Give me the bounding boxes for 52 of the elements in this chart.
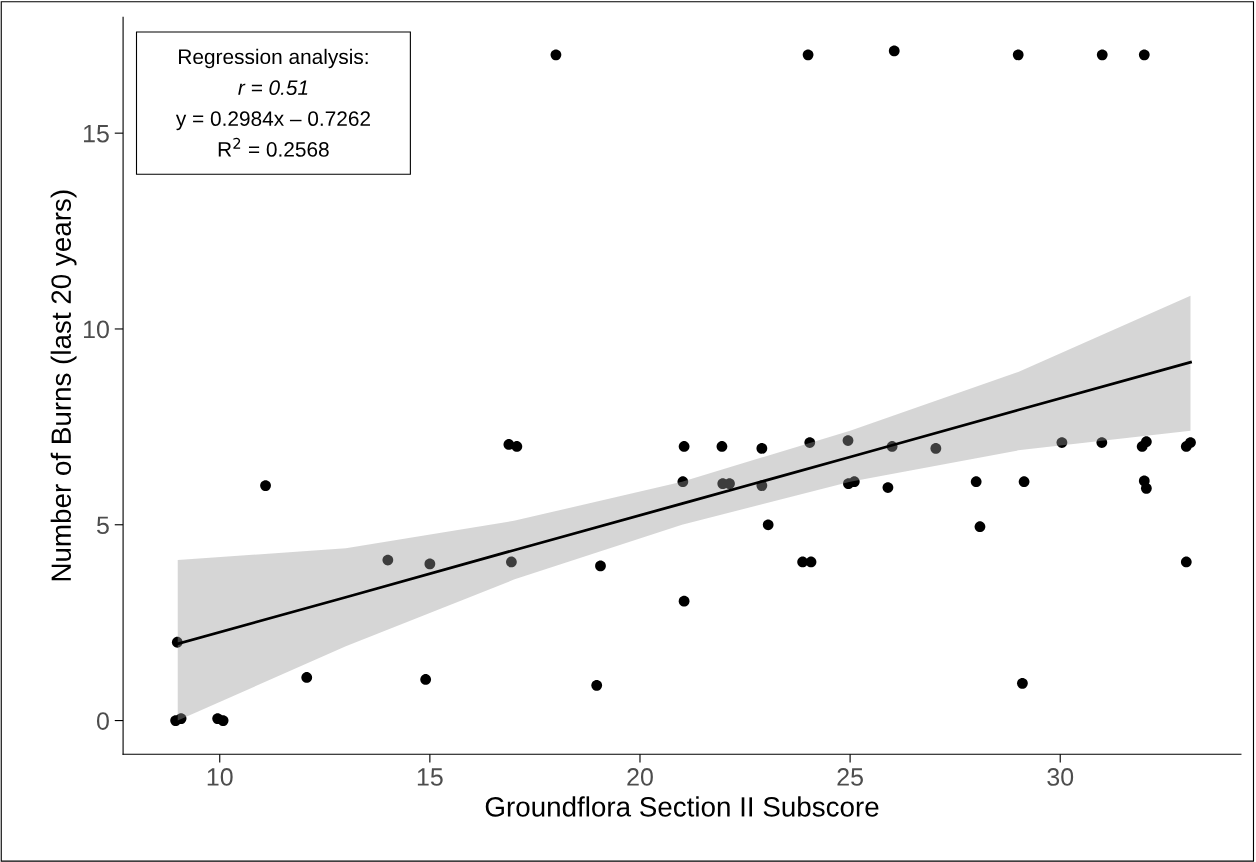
x-tick-label: 15 xyxy=(417,768,443,786)
point xyxy=(1096,437,1108,448)
point xyxy=(506,556,517,568)
point xyxy=(804,437,816,448)
y-tick-label: 5 xyxy=(96,516,109,535)
point xyxy=(805,556,817,568)
point xyxy=(678,441,690,452)
y-tick-label: 10 xyxy=(84,320,109,339)
point xyxy=(1056,437,1068,448)
point xyxy=(1138,49,1150,61)
point xyxy=(175,713,187,724)
point xyxy=(882,482,894,493)
annotation: r = 0.51 xyxy=(238,80,308,96)
point xyxy=(424,558,436,570)
point xyxy=(762,519,774,531)
point xyxy=(974,521,986,533)
x-axis-title: Groundflora Section II Subscore xyxy=(485,796,879,817)
point xyxy=(595,560,606,572)
point xyxy=(716,441,728,452)
point xyxy=(550,49,562,61)
point xyxy=(301,672,313,683)
annotation: y = 0.2984x – 0.7262 xyxy=(175,111,370,131)
point xyxy=(1140,482,1152,494)
point xyxy=(677,476,689,488)
x-tick-label: 10 xyxy=(207,768,233,786)
point xyxy=(1140,436,1152,448)
annotation: Regression analysis: xyxy=(179,48,368,69)
x-tick-label: 20 xyxy=(627,768,653,786)
x-tick-label: 30 xyxy=(1047,768,1074,786)
point xyxy=(970,476,982,488)
point xyxy=(930,443,942,454)
point xyxy=(1012,49,1024,61)
point xyxy=(420,674,432,685)
x-tick-label: 25 xyxy=(837,768,863,786)
point xyxy=(1096,49,1108,61)
point xyxy=(842,435,854,446)
point xyxy=(1180,556,1192,568)
point xyxy=(511,441,523,452)
point xyxy=(1017,677,1028,689)
point xyxy=(802,49,814,61)
y-tick-label: 15 xyxy=(84,125,109,143)
y-tick-label: 0 xyxy=(96,712,109,730)
point xyxy=(1185,437,1196,448)
point xyxy=(260,480,271,491)
annotation: R$^{2}$ = 0.2568 xyxy=(218,137,329,157)
point xyxy=(382,554,394,566)
point xyxy=(678,595,690,607)
y-axis-title: Number of Burns (last 20 years) xyxy=(50,190,77,581)
point xyxy=(1018,476,1030,488)
point xyxy=(756,443,768,454)
point xyxy=(591,679,603,691)
point xyxy=(888,45,900,57)
